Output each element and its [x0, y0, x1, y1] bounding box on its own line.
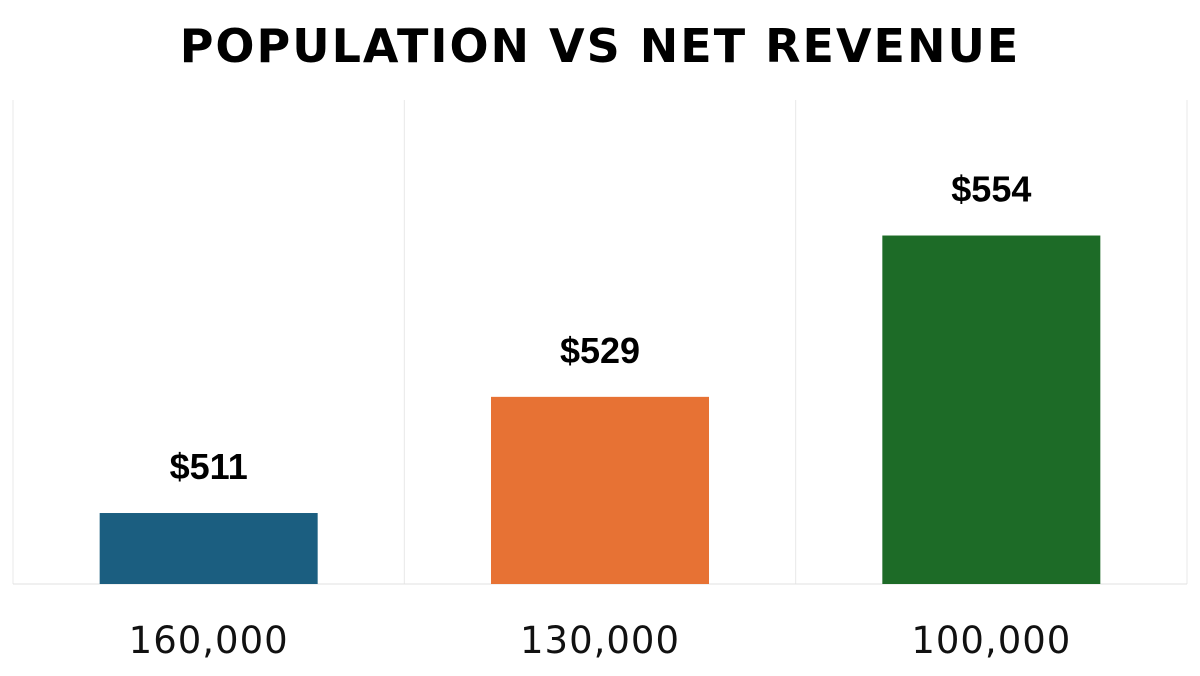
x-tick-label: 160,000	[129, 619, 289, 662]
data-label: $511	[170, 446, 248, 487]
data-label: $554	[951, 169, 1031, 210]
bar-100000	[882, 235, 1101, 584]
x-tick-label: 100,000	[911, 619, 1071, 662]
data-label: $529	[560, 330, 640, 371]
x-axis-tick-labels: 160,000 130,000 100,000	[129, 619, 1071, 662]
bars	[99, 235, 1101, 584]
data-labels: $511 $529 $554	[170, 169, 1032, 487]
bar-130000	[491, 396, 709, 584]
x-tick-label: 130,000	[520, 619, 680, 662]
chart-title: POPULATION VS NET REVENUE	[179, 19, 1021, 73]
bar-160000	[99, 513, 318, 584]
